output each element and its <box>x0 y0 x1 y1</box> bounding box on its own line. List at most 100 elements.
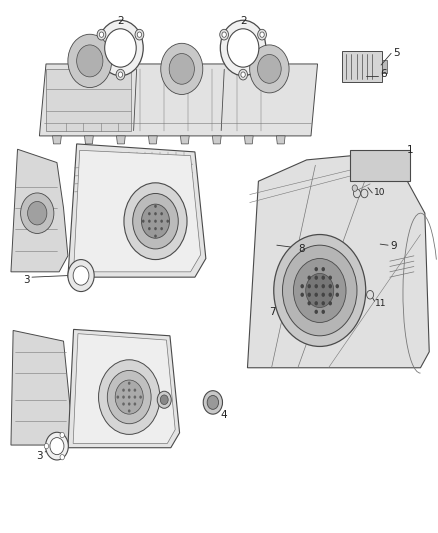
Circle shape <box>60 455 64 460</box>
Text: 9: 9 <box>390 241 397 251</box>
Circle shape <box>239 69 247 80</box>
Polygon shape <box>244 136 253 144</box>
Circle shape <box>50 438 64 455</box>
Polygon shape <box>11 149 68 272</box>
Circle shape <box>98 20 143 76</box>
Circle shape <box>169 53 194 84</box>
Polygon shape <box>110 152 193 160</box>
Circle shape <box>300 293 304 297</box>
Circle shape <box>220 29 229 40</box>
Text: 1: 1 <box>406 146 413 155</box>
Circle shape <box>314 301 318 305</box>
Circle shape <box>148 220 151 223</box>
Circle shape <box>46 432 68 460</box>
Circle shape <box>336 293 339 297</box>
Polygon shape <box>180 136 189 144</box>
Circle shape <box>128 389 131 392</box>
Polygon shape <box>46 69 131 131</box>
Circle shape <box>128 402 131 406</box>
Circle shape <box>293 259 346 322</box>
Circle shape <box>154 205 157 208</box>
Text: 3: 3 <box>23 275 30 285</box>
Circle shape <box>117 395 119 399</box>
Circle shape <box>135 29 144 40</box>
Circle shape <box>134 395 136 399</box>
Circle shape <box>321 301 325 305</box>
Circle shape <box>154 220 157 223</box>
Polygon shape <box>53 136 61 144</box>
Text: 8: 8 <box>298 245 305 254</box>
Circle shape <box>124 183 187 260</box>
Circle shape <box>148 227 151 230</box>
Polygon shape <box>88 341 169 349</box>
Text: 11: 11 <box>375 300 387 308</box>
Circle shape <box>314 276 318 280</box>
Text: 7: 7 <box>269 307 276 317</box>
Circle shape <box>307 276 311 280</box>
Circle shape <box>207 395 219 409</box>
Polygon shape <box>68 144 206 277</box>
Polygon shape <box>148 136 157 144</box>
Text: 5: 5 <box>393 49 400 58</box>
Circle shape <box>21 193 54 233</box>
Circle shape <box>115 380 143 414</box>
Circle shape <box>352 185 357 191</box>
Circle shape <box>321 310 325 314</box>
Circle shape <box>328 301 332 305</box>
Circle shape <box>166 220 169 223</box>
Circle shape <box>139 395 142 399</box>
Circle shape <box>116 69 125 80</box>
Circle shape <box>328 276 332 280</box>
Circle shape <box>160 227 163 230</box>
Circle shape <box>44 443 49 449</box>
Circle shape <box>307 293 311 297</box>
Polygon shape <box>85 136 93 144</box>
Circle shape <box>73 266 89 285</box>
Text: 3: 3 <box>36 451 43 461</box>
Circle shape <box>122 389 125 392</box>
Circle shape <box>99 32 104 37</box>
Circle shape <box>99 360 160 434</box>
Circle shape <box>321 276 325 280</box>
Circle shape <box>361 189 368 198</box>
Text: 6: 6 <box>380 69 387 78</box>
Circle shape <box>68 260 94 292</box>
Circle shape <box>307 301 311 305</box>
Circle shape <box>321 284 325 288</box>
Polygon shape <box>117 136 125 144</box>
Circle shape <box>274 235 366 346</box>
Circle shape <box>307 284 311 288</box>
Circle shape <box>353 189 360 198</box>
Circle shape <box>314 267 318 271</box>
Circle shape <box>336 284 339 288</box>
Polygon shape <box>73 334 175 443</box>
Circle shape <box>148 212 151 215</box>
Circle shape <box>300 284 304 288</box>
Circle shape <box>258 29 266 40</box>
Circle shape <box>314 293 318 297</box>
Circle shape <box>258 54 281 83</box>
Circle shape <box>142 220 145 223</box>
Polygon shape <box>74 150 201 272</box>
Text: 2: 2 <box>240 17 247 26</box>
Circle shape <box>128 395 131 399</box>
Circle shape <box>321 267 325 271</box>
Polygon shape <box>382 60 387 73</box>
Circle shape <box>250 45 289 93</box>
Circle shape <box>134 402 136 406</box>
Circle shape <box>222 32 226 37</box>
Polygon shape <box>276 136 285 144</box>
Circle shape <box>122 402 125 406</box>
Circle shape <box>77 45 103 77</box>
Circle shape <box>60 432 64 438</box>
Circle shape <box>203 391 223 414</box>
Circle shape <box>118 72 123 77</box>
Circle shape <box>220 20 266 76</box>
Circle shape <box>128 382 131 385</box>
Circle shape <box>97 29 106 40</box>
Circle shape <box>306 273 334 308</box>
Circle shape <box>28 201 47 225</box>
Polygon shape <box>39 64 318 136</box>
Text: 2: 2 <box>117 17 124 26</box>
Circle shape <box>321 293 325 297</box>
